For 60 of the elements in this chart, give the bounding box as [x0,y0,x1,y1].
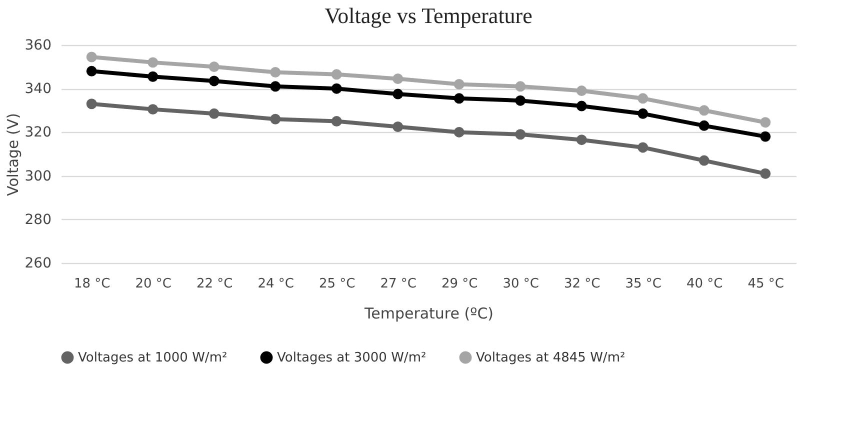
point [454,79,464,90]
x-tick-label: 40 °C [686,276,723,292]
x-tick-label: 29 °C [441,276,478,292]
point [576,134,587,146]
point [86,66,97,76]
point [454,93,464,104]
point [86,98,97,110]
point [208,62,220,72]
point [638,142,648,153]
point [515,81,526,92]
point [86,52,97,62]
x-tick-label: 30 °C [502,276,540,292]
point [760,168,771,179]
point [576,100,587,112]
point [760,117,771,128]
y-tick-label: 360 [24,38,52,54]
x-tick-label: 25 °C [318,276,356,292]
point [760,131,771,142]
point [698,105,710,116]
point [270,114,281,124]
legend-label: Voltages at 3000 W/m² [277,350,426,366]
y-tick-label: 340 [24,81,52,98]
x-tick-label: 45 °C [748,276,784,292]
y-tick-label: 260 [24,256,52,272]
point [148,57,158,68]
x-tick-label: 20 °C [135,276,172,292]
point [208,108,220,119]
point [331,69,342,80]
point [454,126,464,138]
x-axis-title: Temperature (ºC) [363,304,494,322]
point [392,88,404,100]
point [392,122,404,132]
y-tick-label: 280 [24,212,52,228]
y-tick-label: 300 [24,168,52,184]
x-tick-label: 22 °C [196,276,233,292]
point [331,83,342,94]
point [638,108,648,119]
legend-label: Voltages at 1000 W/m² [78,350,228,366]
point [208,76,220,86]
x-tick-label: 32 °C [564,276,600,292]
x-tick-label: 24 °C [258,276,294,292]
point [515,95,526,106]
y-tick-label: 320 [24,124,52,141]
point [148,71,158,82]
y-axis-title: Voltage (V) [4,113,22,196]
point [515,129,526,140]
point [576,86,587,96]
x-tick-label: 18 °C [74,276,110,292]
point [698,155,710,166]
point [270,81,281,92]
x-tick-label: 35 °C [625,276,662,292]
point [331,116,342,127]
point [698,120,710,131]
legend-label: Voltages at 4845 W/m² [476,350,626,366]
chart-title: Voltage vs Temperature [324,3,532,28]
point [270,67,281,78]
point [148,104,158,115]
point [638,93,648,104]
point [392,74,404,84]
x-tick-label: 27 °C [380,276,417,292]
